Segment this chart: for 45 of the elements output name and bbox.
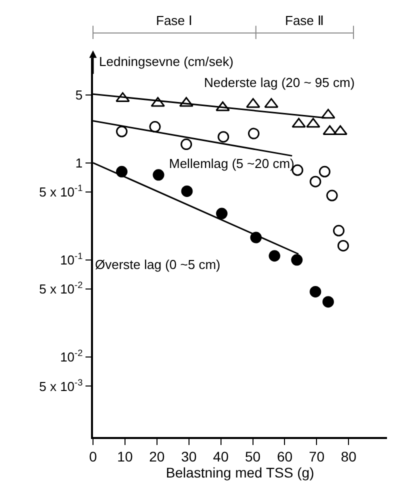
- x-tick-label: 70: [308, 448, 325, 465]
- y-tick-label: 5 x 10$^{-3}$: [39, 377, 83, 394]
- point: [216, 208, 228, 220]
- x-tick-label: 30: [181, 448, 197, 465]
- x-tick-label: 0: [89, 448, 98, 465]
- x-tick-label: 80: [340, 448, 357, 465]
- point: [306, 118, 320, 128]
- point: [333, 224, 344, 236]
- point: [292, 118, 306, 128]
- series-label: Nederste lag (20 ~ 95 cm): [204, 75, 355, 90]
- y-tick-label: 1: [75, 155, 83, 170]
- y-tick-label: 5 x 10$^{-2}$: [39, 280, 83, 297]
- point: [180, 138, 192, 150]
- point: [218, 131, 230, 143]
- y-tick-label: 5 x 10$^{-1}$: [39, 183, 83, 200]
- y-tick-label: 10$^{-1}$: [60, 250, 83, 268]
- x-tick-label: 60: [276, 448, 293, 465]
- point: [181, 185, 193, 197]
- point: [216, 101, 230, 112]
- y-tick-label: 5: [75, 87, 83, 102]
- point: [291, 254, 303, 266]
- x-tick-label: 50: [244, 448, 261, 465]
- point: [337, 240, 349, 252]
- x-tick-label: 40: [213, 448, 229, 465]
- point: [321, 108, 336, 119]
- text: Fase Ⅰ: [156, 13, 193, 28]
- point: [318, 166, 330, 178]
- point: [152, 169, 164, 181]
- point: [322, 296, 334, 308]
- point: [326, 190, 338, 202]
- text: Fase Ⅱ: [285, 13, 324, 28]
- x-tick-label: 10: [117, 448, 133, 465]
- point: [292, 164, 304, 176]
- point: [248, 128, 260, 140]
- text: Øverste lag (0 ~5 cm): [95, 257, 220, 272]
- point: [268, 250, 280, 262]
- point: [149, 121, 161, 133]
- series-label: Mellemlag (5 ~20 cm): [169, 156, 294, 171]
- y-axis-title: Ledningsevne (cm/sek): [99, 54, 234, 69]
- point: [310, 176, 322, 188]
- y-tick-label: 10$^{-2}$: [60, 348, 83, 365]
- x-tick-label: 20: [149, 448, 165, 465]
- point: [116, 126, 128, 138]
- x-axis-title: Belastning med TSS (g): [166, 464, 314, 481]
- point: [310, 286, 322, 298]
